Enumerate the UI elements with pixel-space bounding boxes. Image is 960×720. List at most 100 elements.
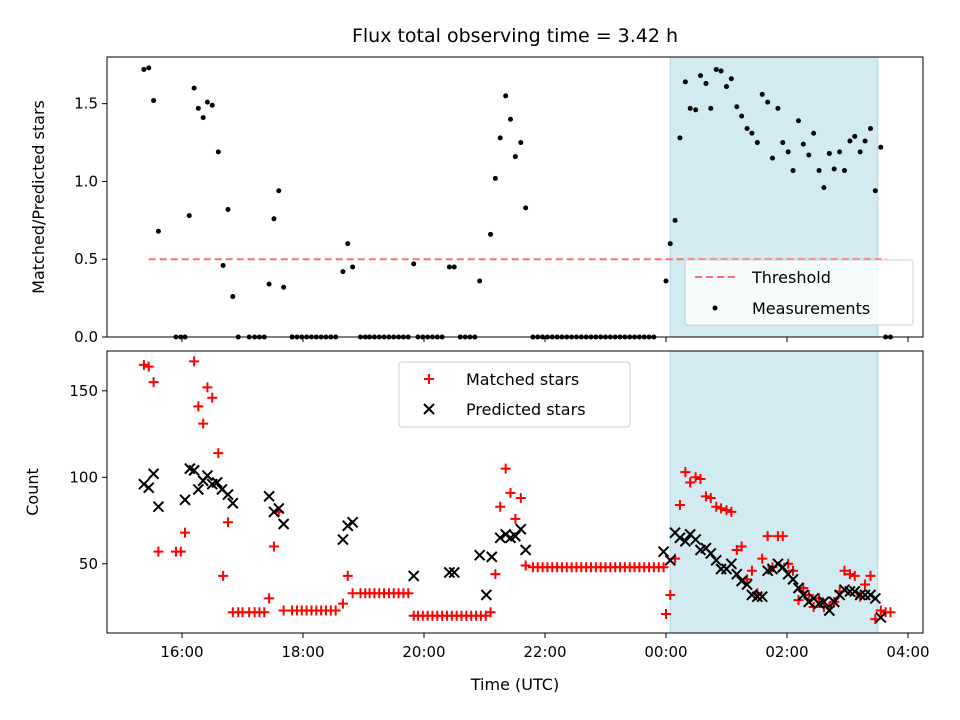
predicted-star-point (751, 590, 764, 603)
matched-star-point (189, 356, 200, 367)
predicted-star-point (211, 476, 223, 489)
matched-star-point (198, 418, 209, 429)
predicted-star-point (849, 585, 861, 598)
predicted-star-point (679, 535, 692, 548)
matched-star-point (793, 595, 804, 606)
matched-star-point (175, 546, 186, 557)
x-tick-label: 22:00 (523, 643, 566, 661)
measurement-point (687, 105, 693, 111)
measurement-point (744, 126, 750, 132)
matched-star-point (875, 605, 886, 616)
measurement-point (785, 149, 791, 155)
matched-star-point (268, 541, 279, 552)
measurement-point (847, 138, 853, 144)
measurement-point (281, 284, 287, 290)
measurement-point (215, 149, 221, 155)
matched-legend-swatch (424, 374, 434, 384)
predicted-star-point (777, 561, 789, 573)
measurement-point (492, 175, 498, 181)
measurement-point (512, 154, 518, 160)
matched-star-point (153, 546, 164, 557)
y-tick-label: 150 (69, 382, 98, 400)
measurement-point (411, 261, 417, 267)
matched-star-point (202, 382, 213, 393)
measurement-point (446, 264, 452, 270)
predicted-star-point (756, 590, 768, 603)
matched-star-point (658, 562, 669, 573)
predicted-star-point (515, 523, 527, 535)
measurement-point (350, 264, 356, 270)
measurement-point (451, 264, 457, 270)
matched-star-point (180, 527, 191, 538)
matched-star-point (138, 359, 149, 370)
matched-star-point (330, 605, 341, 616)
predicted-star-point (844, 585, 856, 598)
matched-star-point (218, 570, 229, 581)
predicted-star-point (263, 490, 275, 503)
measurement-point (195, 105, 201, 111)
matched-star-point (403, 588, 414, 599)
measurements-legend-swatch (712, 305, 718, 311)
predicted-star-point (854, 589, 866, 601)
predicted-star-point (657, 545, 670, 558)
predicted-star-point (509, 530, 522, 542)
measurement-point (663, 278, 669, 284)
predicted-star-point (869, 592, 882, 605)
measurement-point (209, 102, 215, 108)
matched-star-point (143, 361, 154, 372)
measurement-point (780, 140, 786, 146)
matched-star-point (264, 593, 275, 604)
x-tick-label: 00:00 (644, 643, 687, 661)
matched-star-point (849, 570, 860, 581)
matched-star-point (860, 579, 871, 590)
y-tick-label: 0.5 (74, 250, 98, 268)
predicted-star-point (725, 558, 738, 570)
predicted-star-point (337, 533, 349, 546)
matched-legend-label: Matched stars (466, 370, 579, 389)
measurement-point (220, 262, 226, 268)
matched-star-point (148, 377, 159, 388)
predicted-star-point (408, 570, 420, 582)
predicted-star-point (494, 532, 506, 544)
measurement-point (852, 133, 858, 139)
measurement-point (677, 135, 683, 141)
y-tick-label: 1.5 (74, 95, 98, 113)
measurement-point (230, 294, 236, 300)
ratio-panel: 0.0 0.5 1.0 1.5 Matched/Predicted stars Thr… (29, 56, 924, 346)
measurement-point (672, 217, 678, 223)
matched-star-point (746, 565, 757, 576)
predicted-star-point (705, 547, 717, 560)
predicted-star-point (674, 532, 686, 544)
x-tick-label: 02:00 (765, 643, 808, 661)
measurement-point (728, 76, 734, 82)
y-tick-label: 50 (79, 555, 98, 573)
measurement-point (831, 166, 837, 172)
measurement-point (800, 141, 806, 147)
matched-star-point (674, 499, 685, 510)
matched-star-point (665, 589, 676, 600)
predicted-star-point (689, 533, 702, 546)
measurement-point (754, 140, 760, 146)
ratio-y-axis-label: Matched/Predicted stars (29, 100, 48, 294)
matched-star-point (695, 474, 706, 485)
matched-star-point (680, 467, 691, 478)
measurement-point (682, 79, 688, 85)
measurement-point (857, 149, 863, 155)
matched-star-point (762, 531, 773, 542)
measurement-point (523, 205, 529, 211)
ratio-legend-box (684, 259, 914, 326)
measurement-point (878, 144, 884, 150)
matched-star-point (510, 513, 521, 524)
predicted-star-point (710, 554, 722, 567)
predicted-star-point (486, 551, 498, 563)
predicted-star-point (480, 589, 493, 601)
measurement-point (497, 135, 503, 141)
predicted-star-point (227, 497, 239, 509)
measurement-point (718, 68, 724, 74)
measurement-point (340, 269, 346, 275)
y-tick-label: 100 (69, 468, 98, 486)
measurement-point (266, 281, 272, 287)
measurement-point (503, 93, 509, 99)
predicted-star-point (179, 494, 191, 506)
